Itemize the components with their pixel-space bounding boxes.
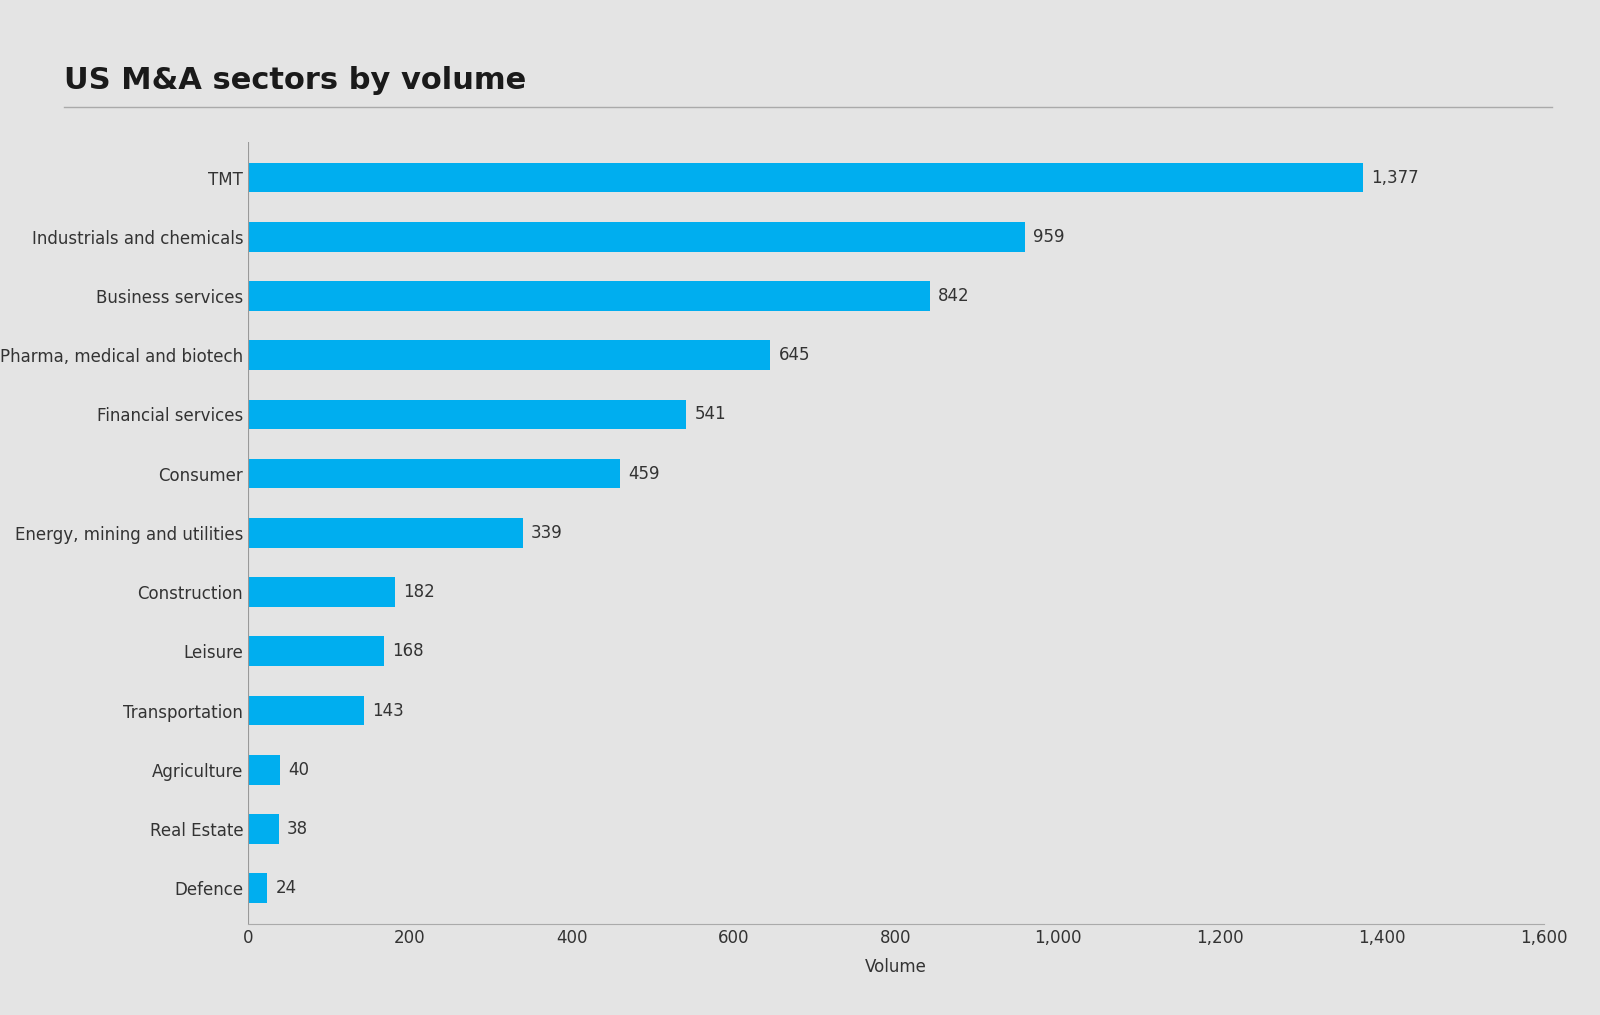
Text: 40: 40 — [288, 760, 309, 779]
Bar — [248, 459, 619, 488]
Text: 168: 168 — [392, 642, 424, 661]
Bar — [248, 400, 686, 429]
Text: 143: 143 — [371, 701, 403, 720]
Bar — [248, 518, 523, 548]
Bar — [248, 162, 1363, 193]
Text: 541: 541 — [694, 405, 726, 423]
Bar — [248, 281, 930, 311]
Text: 182: 182 — [403, 583, 435, 601]
Bar — [248, 222, 1024, 252]
Text: 842: 842 — [938, 287, 970, 306]
Bar — [248, 814, 278, 843]
Text: 24: 24 — [275, 879, 296, 897]
Text: 339: 339 — [531, 524, 563, 542]
Text: 959: 959 — [1034, 227, 1064, 246]
Bar — [248, 340, 771, 370]
Bar — [248, 636, 384, 666]
Text: 459: 459 — [627, 465, 659, 483]
Text: 1,377: 1,377 — [1371, 168, 1419, 187]
Bar — [248, 578, 395, 607]
Bar — [248, 755, 280, 785]
Text: 645: 645 — [779, 346, 810, 364]
X-axis label: Volume: Volume — [866, 957, 926, 975]
Bar — [248, 873, 267, 903]
Text: US M&A sectors by volume: US M&A sectors by volume — [64, 66, 526, 95]
Bar — [248, 695, 363, 726]
Text: 38: 38 — [286, 820, 309, 838]
